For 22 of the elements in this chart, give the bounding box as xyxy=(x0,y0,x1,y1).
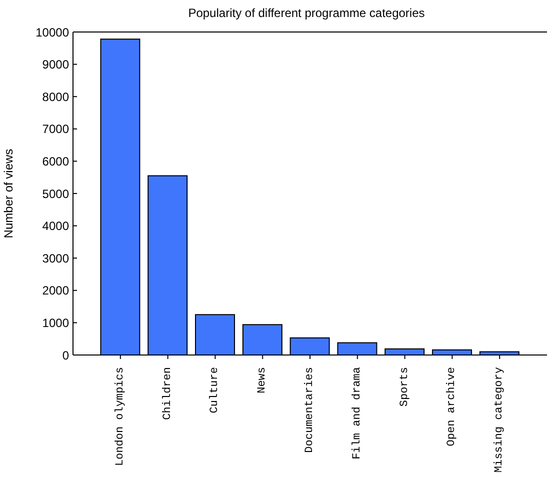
x-tick-label: Documentaries xyxy=(304,367,316,453)
y-tick-label: 0 xyxy=(62,348,70,362)
y-tick-label: 10000 xyxy=(36,25,70,40)
y-tick-label: 3000 xyxy=(42,251,70,266)
y-tick-label: 6000 xyxy=(42,154,70,168)
x-tick-label: Culture xyxy=(209,367,222,414)
y-tick-label: 9000 xyxy=(42,58,70,72)
chart-title: Popularity of different programme categories xyxy=(187,6,426,20)
x-tick-label: Children xyxy=(162,367,174,420)
x-tick-label: Sports xyxy=(398,367,411,407)
y-axis-title: Number of views xyxy=(1,148,16,238)
x-tick-label: Open archive xyxy=(446,367,458,446)
y-tick-label: 5000 xyxy=(42,186,70,201)
x-tick-label: News xyxy=(256,367,269,394)
x-tick-label: London olympics xyxy=(114,367,126,466)
y-tick-label: 8000 xyxy=(42,90,70,104)
y-tick-label: 2000 xyxy=(42,284,70,298)
y-tick-label: 4000 xyxy=(42,219,70,234)
y-tick-label: 7000 xyxy=(42,122,70,136)
y-tick-label: 1000 xyxy=(42,316,70,330)
x-tick-label: Film and drama xyxy=(351,366,364,460)
x-tick-label: Missing category xyxy=(494,366,506,473)
